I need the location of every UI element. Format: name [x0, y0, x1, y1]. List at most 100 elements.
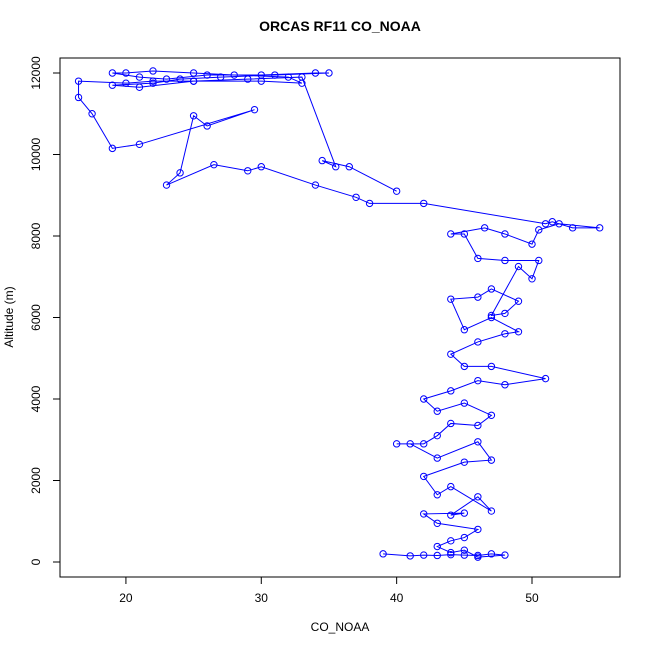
data-point	[271, 71, 279, 79]
data-point	[135, 140, 144, 149]
data-point	[392, 187, 401, 195]
data-point	[474, 254, 482, 263]
data-point	[88, 110, 96, 118]
data-point	[298, 73, 306, 81]
data-point	[149, 79, 157, 87]
data-point	[135, 83, 144, 91]
data-point	[501, 381, 509, 389]
data-point	[433, 491, 441, 499]
data-point	[555, 220, 563, 228]
data-point	[420, 510, 428, 518]
x-tick-label: 50	[525, 591, 539, 605]
data-point	[244, 167, 252, 175]
data-point	[474, 338, 482, 346]
data-point	[568, 224, 577, 232]
data-point	[433, 454, 441, 462]
data-point	[474, 553, 482, 561]
data-point	[216, 73, 225, 81]
data-point	[433, 407, 441, 415]
data-point	[460, 533, 469, 542]
data-point	[535, 256, 543, 265]
data-point	[176, 169, 184, 177]
data-point	[474, 376, 482, 385]
y-tick-label: 6000	[29, 304, 43, 331]
data-point	[325, 69, 333, 77]
data-point	[365, 199, 374, 208]
data-point	[447, 537, 455, 545]
data-point	[528, 275, 536, 283]
data-point	[501, 551, 509, 559]
data-point	[514, 297, 523, 305]
data-point	[162, 181, 171, 189]
data-point	[487, 313, 496, 322]
data-point	[433, 431, 441, 440]
data-point	[460, 509, 469, 517]
data-point	[487, 311, 496, 320]
data-point	[392, 440, 401, 448]
data-point	[535, 226, 543, 234]
data-point	[189, 69, 198, 77]
data-point	[230, 71, 238, 79]
data-point	[460, 458, 469, 466]
data-point	[460, 326, 469, 334]
data-point	[447, 419, 455, 428]
data-point	[487, 550, 496, 558]
data-point	[460, 551, 469, 559]
data-point	[447, 511, 455, 519]
data-point	[548, 218, 557, 226]
data-point	[447, 350, 455, 358]
data-point	[541, 374, 550, 383]
data-point	[487, 411, 496, 420]
x-axis-label: CO_NOAA	[311, 620, 370, 634]
data-point	[108, 144, 117, 153]
data-point	[447, 550, 455, 559]
data-point	[474, 421, 482, 430]
x-tick-label: 40	[390, 591, 404, 605]
data-point	[433, 551, 441, 560]
data-point	[189, 77, 198, 85]
data-point	[460, 399, 469, 407]
data-point	[210, 160, 218, 169]
x-tick-label: 30	[255, 591, 269, 605]
data-point	[487, 507, 496, 515]
data-point	[332, 163, 340, 171]
data-point	[122, 69, 130, 77]
data-point	[447, 482, 455, 491]
data-point	[250, 105, 259, 114]
data-point	[122, 79, 130, 87]
data-point	[108, 69, 117, 77]
data-point	[318, 156, 326, 165]
data-point	[311, 181, 320, 189]
data-point	[501, 330, 509, 338]
data-point	[176, 75, 184, 83]
data-point	[420, 395, 428, 403]
data-point	[514, 328, 523, 336]
data-point	[595, 224, 604, 232]
data-point	[420, 440, 428, 448]
data-line	[78, 70, 600, 558]
data-point	[420, 551, 428, 559]
data-point	[244, 75, 252, 83]
data-point	[149, 77, 157, 85]
y-axis-label: Altitude (m)	[2, 286, 16, 347]
data-point	[352, 193, 360, 201]
data-point	[501, 230, 509, 238]
data-point	[541, 220, 550, 228]
data-point	[487, 285, 496, 293]
y-tick-label: 2000	[29, 467, 43, 494]
data-point	[189, 112, 198, 120]
chart-title: ORCAS RF11 CO_NOAA	[259, 18, 421, 34]
data-point	[379, 550, 387, 558]
data-point	[474, 493, 482, 501]
y-tick-label: 0	[29, 558, 43, 565]
data-point	[420, 199, 428, 208]
data-point	[487, 456, 496, 464]
data-point	[501, 309, 509, 318]
data-point	[74, 93, 83, 102]
y-tick-label: 8000	[29, 222, 43, 249]
data-point	[514, 262, 523, 271]
data-point	[406, 552, 414, 560]
data-point	[135, 73, 144, 81]
